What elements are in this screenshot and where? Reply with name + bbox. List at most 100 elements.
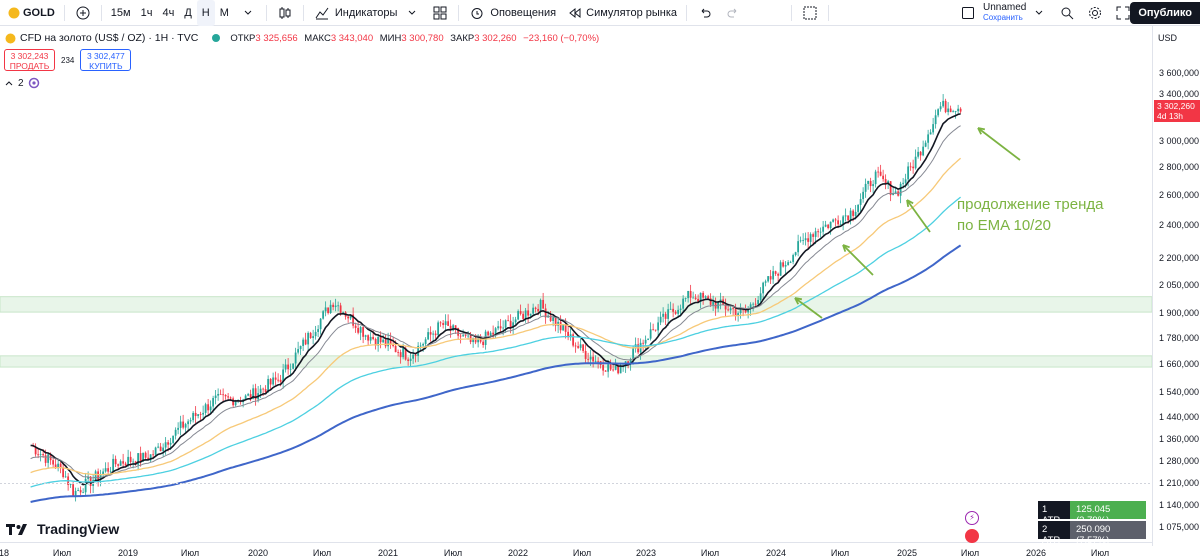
trade-panel: 3 302,243 ПРОДАТЬ 234 3 302,477 КУПИТЬ — [4, 49, 132, 71]
candle-body — [594, 360, 597, 362]
candle-body — [644, 339, 647, 344]
atr-value: 250.090 (7.57%) — [1070, 521, 1146, 546]
templates-button[interactable] — [426, 0, 454, 26]
candle-body — [217, 393, 220, 396]
replay-button[interactable]: Симулятор рынка — [561, 0, 682, 26]
fullscreen-button[interactable] — [1109, 0, 1137, 26]
publish-button[interactable]: Опублико — [1130, 2, 1200, 24]
candle-body — [174, 429, 177, 436]
undo-icon — [696, 4, 714, 22]
indicators-toggle[interactable]: 2 — [4, 77, 40, 89]
settings-button[interactable] — [1081, 0, 1109, 26]
time-label: 2024 — [765, 548, 787, 558]
indicators-button[interactable]: Индикаторы — [308, 0, 427, 26]
tradingview-logo[interactable]: TradingView — [6, 521, 119, 537]
layout-button[interactable]: Unnamed Сохранить — [954, 0, 1053, 26]
tf-15m[interactable]: 15м — [110, 6, 131, 19]
redo-button[interactable] — [719, 0, 747, 26]
candle-body — [389, 339, 392, 344]
candle-body — [364, 335, 367, 337]
candle-body — [509, 320, 512, 329]
divider — [828, 4, 830, 21]
candle-body — [932, 124, 935, 133]
candle-body — [924, 142, 927, 147]
events-icon[interactable]: ⚡ — [965, 511, 979, 525]
candle-body — [222, 394, 225, 396]
candle-body — [802, 240, 805, 241]
candle-body — [349, 314, 352, 319]
tf-day[interactable]: Д — [184, 6, 192, 19]
candle-body — [797, 241, 800, 253]
open-value: 3 325,656 — [255, 32, 298, 44]
candle-body — [59, 463, 62, 468]
divider — [302, 4, 304, 21]
candle-body — [117, 464, 120, 466]
candle-body — [347, 316, 350, 319]
candle-body — [197, 414, 200, 417]
us-flag-icon[interactable] — [965, 529, 979, 543]
price-label: 2 400,000 — [1159, 220, 1200, 231]
divider — [265, 4, 267, 21]
timeframe-dropdown[interactable] — [234, 0, 262, 26]
sell-button[interactable]: 3 302,243 ПРОДАТЬ — [4, 49, 55, 71]
tf-week[interactable]: Н — [196, 0, 215, 26]
gold-icon — [5, 4, 23, 22]
candle-body — [74, 490, 77, 496]
candle-body — [69, 484, 72, 485]
symbol-search[interactable]: GOLD — [0, 0, 60, 26]
candle-body — [34, 446, 37, 455]
time-label: Июл — [700, 548, 720, 558]
chart-type-button[interactable] — [271, 0, 299, 26]
candle-body — [262, 388, 265, 390]
candle-body — [677, 309, 680, 314]
candle-body — [649, 329, 652, 339]
candle-body — [559, 321, 562, 331]
time-axis[interactable]: 18 Июл 2019 Июл 2020 Июл 2021 Июл 2022 Июл 2023 Июл… — [0, 542, 1152, 560]
candle-body — [442, 323, 445, 325]
compare-button[interactable] — [69, 0, 97, 26]
candle-body — [124, 463, 127, 466]
candle-body — [102, 471, 105, 475]
tf-4h[interactable]: 4ч — [162, 6, 175, 19]
candle-body — [299, 345, 302, 350]
divider — [458, 4, 460, 21]
candle-body — [744, 310, 747, 313]
candle-body — [277, 379, 280, 381]
candle-body — [667, 309, 670, 319]
candle-body — [477, 338, 480, 343]
tf-1h[interactable]: 1ч — [140, 6, 153, 19]
price-chart[interactable] — [0, 26, 1152, 542]
candle-body — [154, 447, 157, 455]
candle-body — [39, 454, 42, 455]
candle-body — [472, 337, 475, 343]
ema-line-100 — [30, 196, 962, 488]
candle-body — [487, 331, 490, 336]
candle-body — [647, 338, 650, 340]
candle-body — [169, 442, 172, 445]
arrow-head — [906, 199, 914, 208]
candle-body — [654, 329, 657, 331]
candle-body — [627, 361, 630, 364]
candle-body — [84, 478, 87, 493]
candle-body — [122, 461, 125, 464]
time-label: Июл — [180, 548, 200, 558]
fullscreen-select-button[interactable] — [796, 0, 824, 26]
price-label: 2 200,000 — [1159, 252, 1200, 263]
candle-body — [144, 452, 147, 458]
chart-legend: CFD на золото (US$ / OZ) · 1H · TVC ОТКР… — [4, 32, 599, 44]
alerts-button[interactable]: Оповещения — [463, 0, 561, 26]
candle-body — [464, 335, 467, 336]
candle-body — [652, 329, 655, 331]
candle-body — [52, 460, 55, 465]
candle-body — [564, 325, 567, 332]
buy-button[interactable]: 3 302,477 КУПИТЬ — [80, 49, 132, 71]
undo-button[interactable] — [691, 0, 719, 26]
candle-body — [617, 365, 620, 374]
candle-body — [292, 363, 295, 369]
tf-month[interactable]: М — [219, 6, 229, 19]
candle-body — [159, 446, 162, 452]
candle-body — [179, 421, 182, 428]
candle-body — [569, 334, 572, 338]
quick-search-button[interactable] — [1053, 0, 1081, 26]
